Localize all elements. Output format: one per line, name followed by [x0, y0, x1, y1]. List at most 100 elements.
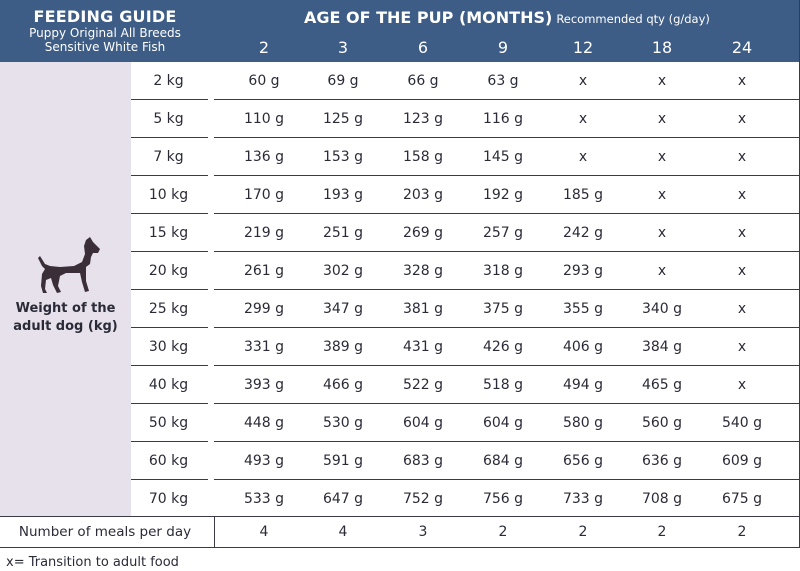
- quantity-cell: 752 g: [402, 491, 444, 507]
- quantity-cell: x: [737, 225, 747, 241]
- quantity-cell: 293 g: [562, 263, 604, 279]
- row-divider: [131, 365, 208, 366]
- quantity-cell: 328 g: [402, 263, 444, 279]
- quantity-cell: 647 g: [322, 491, 364, 507]
- weight-cell: 50 kg: [148, 415, 189, 431]
- quantity-cell: 145 g: [482, 149, 524, 165]
- row-divider: [131, 441, 208, 442]
- weight-cell: 40 kg: [148, 377, 189, 393]
- quantity-cell: x: [657, 263, 667, 279]
- quantity-cell: 251 g: [322, 225, 364, 241]
- quantity-cell: 684 g: [482, 453, 524, 469]
- weight-cell: 2 kg: [153, 73, 184, 89]
- weight-cell: 15 kg: [148, 225, 189, 241]
- quantity-cell: 448 g: [243, 415, 285, 431]
- quantity-cell: x: [737, 149, 747, 165]
- quantity-cell: 242 g: [562, 225, 604, 241]
- quantity-cell: 299 g: [243, 301, 285, 317]
- quantity-cell: 591 g: [322, 453, 364, 469]
- dog-icon: [38, 237, 100, 293]
- meals-row: Number of meals per day 4 4 3 2 2 2 2: [0, 517, 800, 547]
- quantity-cell: 116 g: [482, 111, 524, 127]
- table-row: 30 kg 331 g 389 g 431 g 426 g 406 g 384 g x: [131, 328, 800, 366]
- row-divider: [214, 479, 800, 480]
- age-column-header: 12: [572, 38, 594, 57]
- quantity-cell: 656 g: [562, 453, 604, 469]
- age-column-header: 18: [651, 38, 673, 57]
- meals-count-cell: 2: [737, 524, 747, 540]
- meals-count-cell: 2: [498, 524, 508, 540]
- quantity-cell: 756 g: [482, 491, 524, 507]
- quantity-cell: 604 g: [402, 415, 444, 431]
- quantity-cell: 125 g: [322, 111, 364, 127]
- row-divider: [214, 289, 800, 290]
- quantity-cell: 302 g: [322, 263, 364, 279]
- quantity-cell: x: [737, 301, 747, 317]
- quantity-cell: x: [657, 225, 667, 241]
- quantity-cell: 533 g: [243, 491, 285, 507]
- meals-count-cell: 2: [578, 524, 588, 540]
- quantity-cell: 355 g: [562, 301, 604, 317]
- quantity-cell: 185 g: [562, 187, 604, 203]
- weight-label-line1: Weight of the: [15, 301, 116, 316]
- row-divider: [214, 137, 800, 138]
- quantity-cell: x: [578, 73, 588, 89]
- feeding-guide-title: FEEDING GUIDE: [33, 7, 177, 26]
- weight-cell: 70 kg: [148, 491, 189, 507]
- age-header-title: AGE OF THE PUP (MONTHS) Recommended qty (…: [304, 8, 710, 27]
- row-divider: [131, 289, 208, 290]
- table-row: 2 kg 60 g 69 g 66 g 63 g x x x: [131, 62, 800, 100]
- feeding-guide-box: FEEDING GUIDE Puppy Original All Breeds …: [0, 0, 210, 62]
- weight-cell: 60 kg: [148, 453, 189, 469]
- quantity-cell: 580 g: [562, 415, 604, 431]
- weight-cell: 20 kg: [148, 263, 189, 279]
- product-name-line1: Puppy Original All Breeds: [29, 26, 181, 40]
- quantity-cell: 431 g: [402, 339, 444, 355]
- row-divider: [131, 327, 208, 328]
- table-row: 40 kg 393 g 466 g 522 g 518 g 494 g 465 g x: [131, 366, 800, 404]
- quantity-cell: 733 g: [562, 491, 604, 507]
- quantity-cell: 518 g: [482, 377, 524, 393]
- quantity-cell: 466 g: [322, 377, 364, 393]
- weight-cell: 10 kg: [148, 187, 189, 203]
- quantity-cell: x: [578, 149, 588, 165]
- table-row: 5 kg 110 g 125 g 123 g 116 g x x x: [131, 100, 800, 138]
- quantity-cell: 269 g: [402, 225, 444, 241]
- quantity-cell: 465 g: [641, 377, 683, 393]
- footnote: x= Transition to adult food: [6, 555, 179, 570]
- quantity-cell: 193 g: [322, 187, 364, 203]
- quantity-cell: 261 g: [243, 263, 285, 279]
- quantity-cell: 257 g: [482, 225, 524, 241]
- weight-label-line2: adult dog (kg): [13, 319, 118, 334]
- weight-cell: 7 kg: [153, 149, 184, 165]
- row-divider: [214, 403, 800, 404]
- age-column-header: 6: [417, 38, 429, 57]
- table-row: 10 kg 170 g 193 g 203 g 192 g 185 g x x: [131, 176, 800, 214]
- quantity-cell: x: [657, 149, 667, 165]
- quantity-cell: 66 g: [407, 73, 439, 89]
- quantity-cell: 318 g: [482, 263, 524, 279]
- row-divider: [131, 175, 208, 176]
- row-divider: [214, 327, 800, 328]
- meals-top-divider: [0, 516, 800, 517]
- table-row: 50 kg 448 g 530 g 604 g 604 g 580 g 560 g 540 g: [131, 404, 800, 442]
- row-divider: [214, 441, 800, 442]
- table-header: FEEDING GUIDE Puppy Original All Breeds …: [0, 0, 800, 62]
- row-divider: [131, 403, 208, 404]
- quantity-cell: 384 g: [641, 339, 683, 355]
- quantity-cell: 123 g: [402, 111, 444, 127]
- weight-cell: 5 kg: [153, 111, 184, 127]
- quantity-cell: 158 g: [402, 149, 444, 165]
- quantity-cell: x: [737, 73, 747, 89]
- quantity-cell: 540 g: [721, 415, 763, 431]
- age-column-header: 3: [337, 38, 349, 57]
- table-row: 70 kg 533 g 647 g 752 g 756 g 733 g 708 g 675 g: [131, 480, 800, 518]
- quantity-cell: x: [737, 263, 747, 279]
- quantity-cell: 331 g: [243, 339, 285, 355]
- quantity-cell: 192 g: [482, 187, 524, 203]
- row-divider: [131, 479, 208, 480]
- quantity-cell: x: [578, 111, 588, 127]
- quantity-cell: 170 g: [243, 187, 285, 203]
- quantity-cell: 375 g: [482, 301, 524, 317]
- quantity-cell: x: [657, 111, 667, 127]
